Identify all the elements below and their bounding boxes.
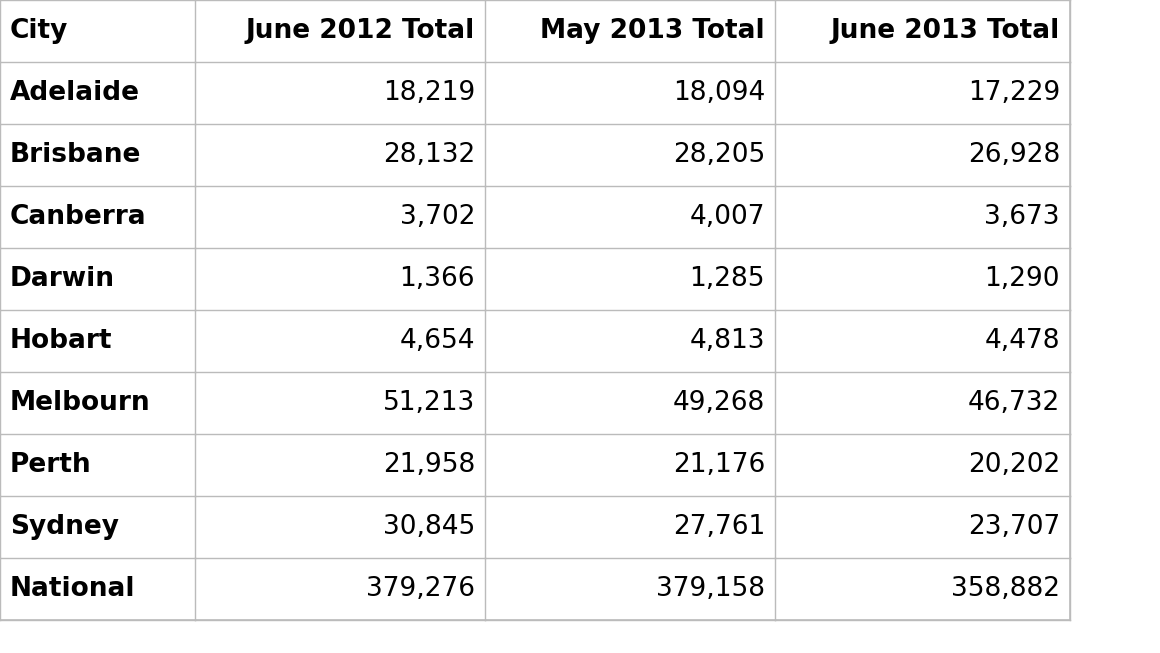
Text: 3,673: 3,673 [985, 204, 1060, 230]
Text: 17,229: 17,229 [967, 80, 1060, 106]
Text: 46,732: 46,732 [967, 390, 1060, 416]
Text: 379,276: 379,276 [367, 576, 474, 602]
Text: 28,132: 28,132 [383, 142, 474, 168]
Text: 27,761: 27,761 [673, 514, 764, 540]
Text: 4,654: 4,654 [399, 328, 474, 354]
Text: 23,707: 23,707 [967, 514, 1060, 540]
Text: Sydney: Sydney [10, 514, 119, 540]
Text: 4,007: 4,007 [689, 204, 764, 230]
Text: City: City [10, 18, 68, 44]
Text: Hobart: Hobart [10, 328, 113, 354]
Text: 49,268: 49,268 [673, 390, 764, 416]
Text: 26,928: 26,928 [967, 142, 1060, 168]
Text: 379,158: 379,158 [657, 576, 764, 602]
Text: 18,219: 18,219 [383, 80, 474, 106]
Text: Canberra: Canberra [10, 204, 146, 230]
Text: 1,285: 1,285 [689, 266, 764, 292]
Text: 358,882: 358,882 [951, 576, 1060, 602]
Text: Darwin: Darwin [10, 266, 115, 292]
Text: 21,958: 21,958 [383, 452, 474, 478]
Text: Adelaide: Adelaide [10, 80, 140, 106]
Text: 21,176: 21,176 [673, 452, 764, 478]
Text: Melbourn: Melbourn [10, 390, 151, 416]
Text: 30,845: 30,845 [383, 514, 474, 540]
Text: 20,202: 20,202 [967, 452, 1060, 478]
Text: 3,702: 3,702 [399, 204, 474, 230]
Text: 1,290: 1,290 [985, 266, 1060, 292]
Text: National: National [10, 576, 136, 602]
Text: 4,478: 4,478 [985, 328, 1060, 354]
Text: 1,366: 1,366 [399, 266, 474, 292]
Text: 4,813: 4,813 [689, 328, 764, 354]
Text: June 2013 Total: June 2013 Total [831, 18, 1060, 44]
Text: 28,205: 28,205 [673, 142, 764, 168]
Text: 18,094: 18,094 [673, 80, 764, 106]
Text: 51,213: 51,213 [383, 390, 474, 416]
Text: Brisbane: Brisbane [10, 142, 142, 168]
Text: May 2013 Total: May 2013 Total [541, 18, 764, 44]
Text: Perth: Perth [10, 452, 92, 478]
Text: June 2012 Total: June 2012 Total [246, 18, 474, 44]
